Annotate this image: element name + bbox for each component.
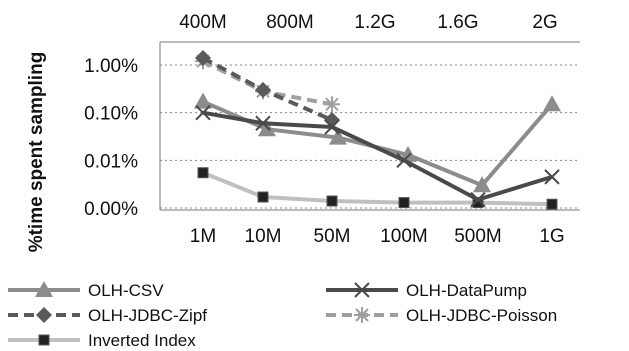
series-olh-jdbc-zipf [195, 50, 340, 129]
series-inverted-index [197, 167, 558, 210]
legend-item: OLH-JDBC-Poisson [326, 306, 557, 325]
series-olh-csv [194, 92, 561, 193]
x-bottom-tick-label: 10M [245, 226, 282, 247]
data-point [195, 50, 211, 67]
legend-item: OLH-CSV [8, 281, 164, 300]
series-line [202, 170, 553, 207]
legend-label: OLH-DataPump [406, 281, 527, 300]
data-point [326, 195, 338, 207]
x-top-tick-label: 800M [266, 12, 314, 33]
data-point [194, 92, 212, 109]
data-point [324, 96, 340, 113]
data-point [398, 197, 410, 209]
x-bottom-tick-label: 50M [314, 226, 351, 247]
legend: OLH-CSV OLH-DataPump OLH-JDBC-Zipf OLH-JDBC… [8, 281, 557, 350]
y-tick-label: 0.00% [84, 199, 138, 220]
data-point [329, 128, 347, 145]
legend-marker [35, 281, 53, 297]
legend-label: OLH-JDBC-Zipf [88, 306, 207, 325]
data-point [257, 191, 269, 203]
data-point [546, 198, 558, 210]
series-olh-jdbc-poisson [195, 53, 340, 113]
data-point [195, 104, 211, 121]
x-top-tick-label: 1.2G [354, 12, 395, 33]
legend-marker [354, 307, 370, 323]
x-bottom-tick-label: 500M [454, 226, 502, 247]
tick-labels: 1.00% 0.10% 0.01% 0.00% 1M 10M 50M 100M 500M 1G 40… [84, 12, 565, 247]
x-bottom-tick-label: 1M [190, 226, 216, 247]
legend-item: OLH-JDBC-Zipf [8, 306, 207, 325]
x-top-tick-label: 400M [179, 12, 227, 33]
x-bottom-tick-label: 100M [380, 226, 428, 247]
x-top-tick-label: 2G [532, 12, 557, 33]
x-bottom-tick-label: 1G [539, 226, 564, 247]
data-point [543, 95, 561, 112]
series-olh-datapump [195, 104, 560, 208]
data-point [255, 115, 271, 131]
series-line [202, 110, 553, 202]
y-tick-label: 1.00% [84, 56, 138, 77]
data-point [255, 81, 271, 98]
legend-marker [354, 282, 370, 298]
series-line [202, 99, 554, 188]
legend-label: OLH-CSV [88, 281, 164, 300]
data-point [544, 169, 560, 185]
y-tick-label: 0.01% [84, 151, 138, 172]
data-point [470, 191, 486, 208]
series-layer [194, 50, 561, 210]
legend-marker [38, 334, 50, 346]
legend-label: OLH-JDBC-Poisson [406, 306, 557, 325]
x-top-tick-label: 1.6G [437, 12, 478, 33]
legend-label: Inverted Index [88, 331, 196, 350]
data-point [473, 176, 491, 193]
data-point [396, 152, 412, 169]
data-point [324, 119, 340, 135]
y-tick-label: 0.10% [84, 104, 138, 125]
axes [159, 41, 580, 211]
legend-item: Inverted Index [8, 331, 196, 350]
legend-marker [36, 307, 52, 323]
data-point [197, 167, 209, 179]
legend-item: OLH-DataPump [326, 281, 527, 300]
y-axis-label: %time spent sampling [26, 52, 47, 253]
